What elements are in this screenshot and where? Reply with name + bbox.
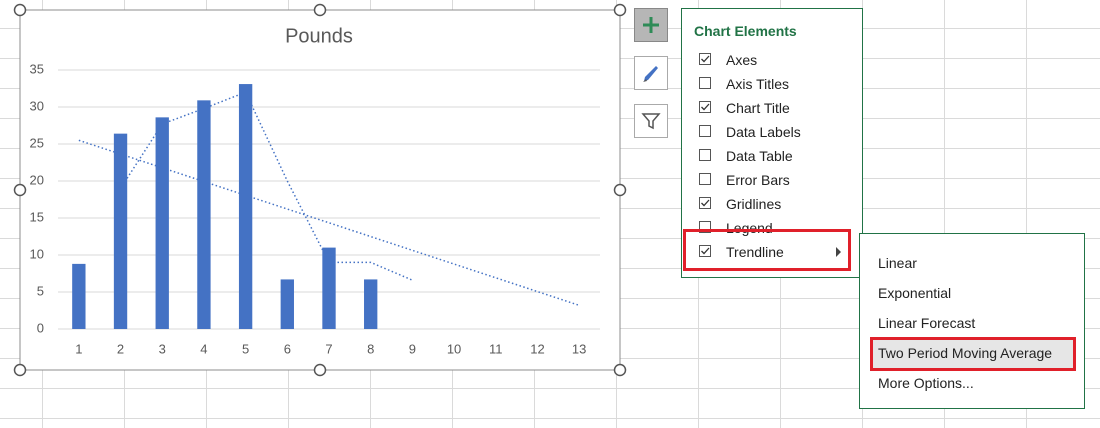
bar <box>238 84 253 329</box>
menu-item[interactable]: Error Bars <box>682 168 862 192</box>
checkbox[interactable] <box>699 101 711 113</box>
x-tick-label: 10 <box>447 341 461 356</box>
menu-item[interactable]: Data Labels <box>682 120 862 144</box>
submenu-item[interactable]: Exponential <box>878 285 952 301</box>
checkbox[interactable] <box>699 197 711 209</box>
checkbox[interactable] <box>699 245 711 257</box>
x-tick-label: 13 <box>572 341 586 356</box>
y-tick-label: 5 <box>37 283 44 298</box>
submenu-item[interactable]: Two Period Moving Average <box>878 345 1053 361</box>
bar <box>155 117 169 329</box>
menu-item[interactable]: Axis Titles <box>682 72 862 96</box>
x-tick-label: 7 <box>325 341 332 356</box>
resize-handle <box>313 363 327 377</box>
checkbox[interactable] <box>699 53 711 65</box>
menu-item[interactable]: Trendline <box>682 240 862 264</box>
menu-item-label: Axis Titles <box>726 76 790 92</box>
x-tick-label: 3 <box>159 341 166 356</box>
x-tick-label: 6 <box>284 341 291 356</box>
y-tick-label: 30 <box>30 98 44 113</box>
panel-title: Chart Elements <box>694 23 797 39</box>
chart-styles-button[interactable] <box>634 56 668 90</box>
bar <box>113 133 128 329</box>
trendline-submenu: Linear Exponential Linear Forecast Two Peri… <box>859 233 1085 409</box>
menu-item[interactable]: Data Table <box>682 144 862 168</box>
y-tick-label: 15 <box>30 209 44 224</box>
y-tick-label: 10 <box>30 246 44 261</box>
selection-outline <box>683 229 851 271</box>
resize-handle <box>13 183 27 197</box>
resize-handle <box>313 3 327 17</box>
x-tick-label: 1 <box>75 341 82 356</box>
y-tick-label: 35 <box>30 61 44 76</box>
y-tick-label: 0 <box>37 320 44 335</box>
menu-item-label: Data Labels <box>726 124 801 140</box>
menu-item-label: Gridlines <box>726 196 782 212</box>
menu-item-label: Legend <box>726 220 773 236</box>
x-tick-label: 8 <box>367 341 374 356</box>
menu-item-label: Data Table <box>726 148 793 164</box>
menu-item-label: Chart Title <box>726 100 790 116</box>
menu-item-label: Trendline <box>726 244 784 260</box>
x-tick-label: 4 <box>200 341 207 356</box>
menu-item[interactable]: Axes <box>682 48 862 72</box>
bar <box>280 279 294 329</box>
bar <box>364 279 378 329</box>
chart-filters-button[interactable] <box>634 104 668 138</box>
chart-elements-panel: Chart Elements Axes Axis Titles Chart Titl… <box>681 8 863 278</box>
resize-handle <box>613 3 627 17</box>
checkbox[interactable] <box>699 149 711 161</box>
chart-area[interactable] <box>19 9 621 371</box>
resize-handle <box>13 363 27 377</box>
resize-handle <box>613 183 627 197</box>
checkbox[interactable] <box>699 77 711 89</box>
menu-item[interactable]: Chart Title <box>682 96 862 120</box>
bar <box>322 247 336 329</box>
chart-title: Pounds <box>285 25 353 47</box>
x-tick-label: 11 <box>489 341 503 356</box>
y-tick-label: 20 <box>30 172 44 187</box>
menu-item-label: Axes <box>726 52 758 68</box>
menu-item-label: Error Bars <box>726 172 790 188</box>
submenu-item[interactable]: Linear <box>878 255 917 271</box>
x-tick-label: 9 <box>409 341 416 356</box>
bar <box>197 100 211 329</box>
x-tick-label: 2 <box>117 341 124 356</box>
x-tick-label: 12 <box>530 341 544 356</box>
chart-elements-button[interactable] <box>634 8 668 42</box>
x-tick-label: 5 <box>242 341 249 356</box>
checkbox[interactable] <box>699 125 711 137</box>
y-tick-label: 25 <box>30 135 44 150</box>
submenu-item[interactable]: Linear Forecast <box>878 315 976 331</box>
resize-handle <box>613 363 627 377</box>
trendline <box>119 91 413 281</box>
resize-handle <box>13 3 27 17</box>
bar <box>72 263 86 329</box>
menu-item[interactable]: Gridlines <box>682 192 862 216</box>
highlight <box>870 337 1076 371</box>
checkbox[interactable] <box>699 173 711 185</box>
submenu-item[interactable]: More Options... <box>878 375 974 391</box>
